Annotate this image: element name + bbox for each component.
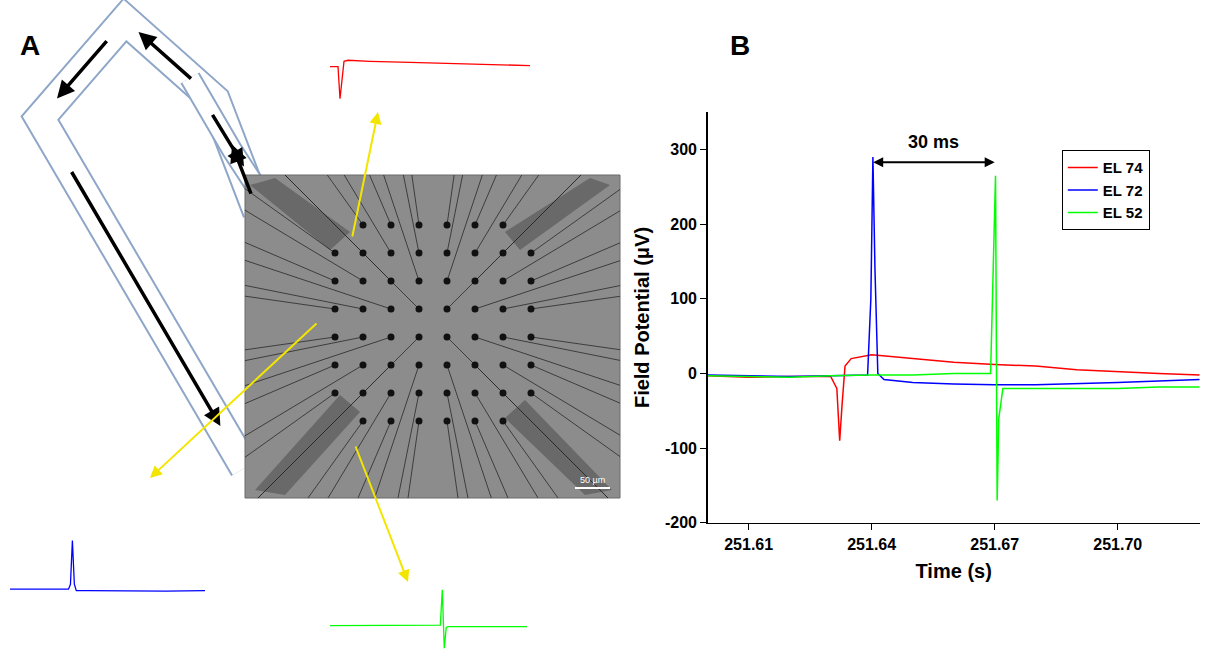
svg-text:A: A bbox=[20, 30, 40, 61]
svg-text:251.70: 251.70 bbox=[1093, 536, 1142, 553]
svg-text:200: 200 bbox=[670, 216, 697, 233]
svg-text:50 µm: 50 µm bbox=[580, 475, 605, 485]
svg-text:-200: -200 bbox=[665, 514, 697, 531]
svg-text:100: 100 bbox=[670, 290, 697, 307]
svg-text:EL 74: EL 74 bbox=[1103, 159, 1143, 176]
svg-text:30 ms: 30 ms bbox=[908, 132, 959, 152]
svg-text:B: B bbox=[730, 30, 750, 61]
svg-text:0: 0 bbox=[688, 365, 697, 382]
svg-text:Time (s): Time (s) bbox=[916, 560, 992, 582]
svg-text:251.64: 251.64 bbox=[847, 536, 896, 553]
svg-text:EL 52: EL 52 bbox=[1103, 204, 1143, 221]
svg-text:251.61: 251.61 bbox=[724, 536, 773, 553]
svg-text:Field Potential (μV): Field Potential (μV) bbox=[631, 227, 653, 408]
svg-text:300: 300 bbox=[670, 141, 697, 158]
svg-text:251.67: 251.67 bbox=[970, 536, 1019, 553]
svg-text:EL 72: EL 72 bbox=[1103, 182, 1143, 199]
svg-text:-100: -100 bbox=[665, 440, 697, 457]
